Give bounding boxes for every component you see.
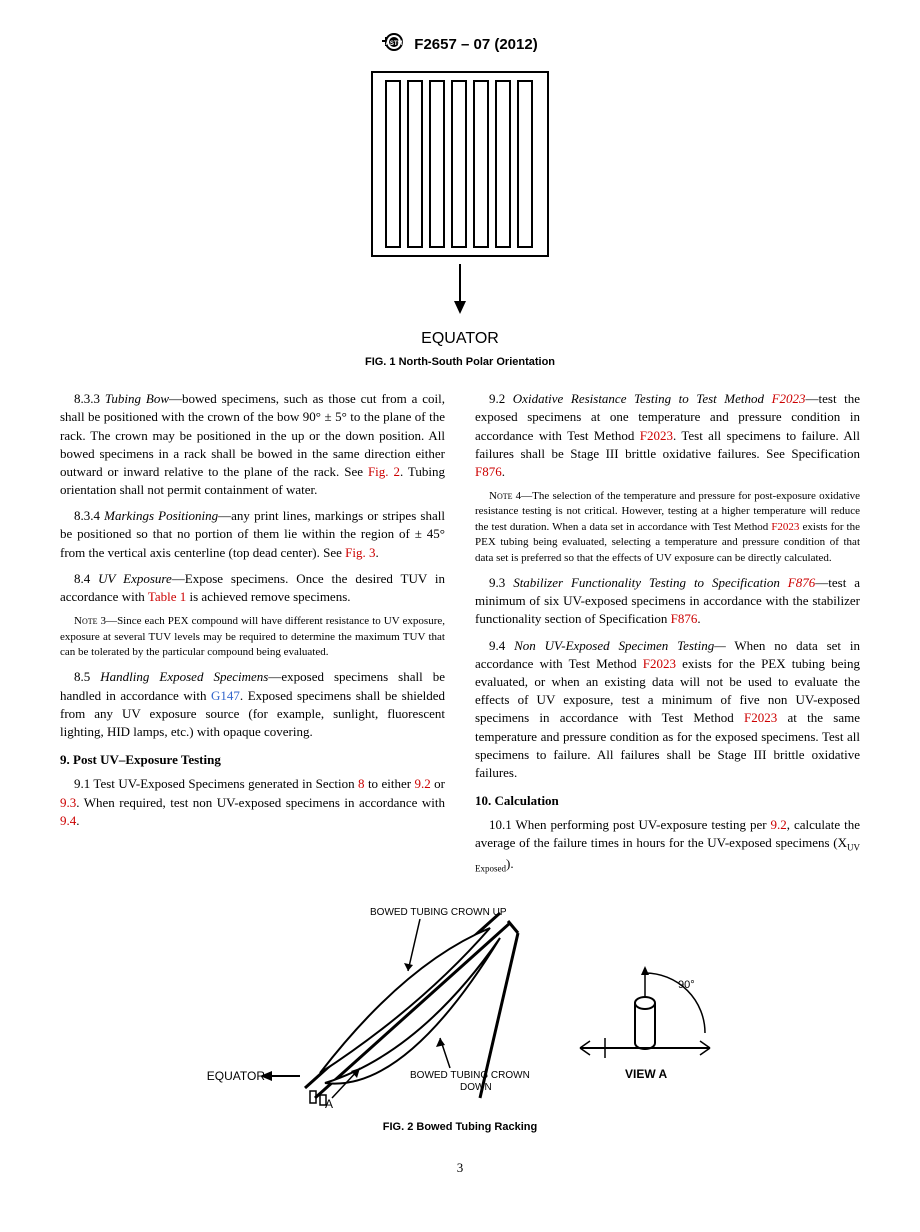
link-f876[interactable]: F876 [671,611,698,626]
link-9-3[interactable]: 9.3 [60,795,76,810]
page-header: ASTM F2657 – 07 (2012) [60,30,860,59]
section-9-heading: 9. Post UV–Exposure Testing [60,751,445,769]
link-f876[interactable]: F876 [788,575,815,590]
text: . [697,611,700,626]
section-title: Oxidative Resistance Testing to Test Met… [513,391,772,406]
figure-2-diagram: BOWED TUBING CROWN UP BOWED TUBING CROWN… [160,903,760,1113]
text: is achieved remove specimens. [186,589,350,604]
section-10-heading: 10. Calculation [475,792,860,810]
link-9-2[interactable]: 9.2 [414,776,430,791]
link-f2023[interactable]: F2023 [772,391,806,406]
section-title: Markings Positioning [104,508,218,523]
crown-down-label: BOWED TUBING CROWN DOWN [410,1070,533,1093]
note-4: Note 4—The selection of the temperature … [475,489,860,566]
section-title: Tubing Bow [105,391,169,406]
para-8-5: 8.5 Handling Exposed Specimens—exposed s… [60,668,445,741]
section-num: 8.4 [74,571,90,586]
para-9-1: 9.1 Test UV-Exposed Specimens generated … [60,775,445,830]
section-num: 9.2 [489,391,505,406]
left-column: 8.3.3 Tubing Bow—bowed specimens, such a… [60,390,445,883]
link-9-4[interactable]: 9.4 [60,813,76,828]
document-number: F2657 – 07 (2012) [414,34,537,55]
link-f2023[interactable]: F2023 [643,656,676,671]
note-num: 3— [98,615,118,627]
equator-label: EQUATOR [207,1069,266,1083]
section-num: 9.3 [489,575,505,590]
text: to either [365,776,415,791]
figure-1-equator-label: EQUATOR [60,328,860,350]
right-column: 9.2 Oxidative Resistance Testing to Test… [475,390,860,883]
text: . [502,464,505,479]
link-f876[interactable]: F876 [475,464,502,479]
note-text: Since each PEX compound will have differ… [60,615,445,658]
link-g147[interactable]: G147 [211,688,240,703]
section-title: Non UV-Exposed Specimen Testing— [514,638,726,653]
section-num: 8.5 [74,669,90,684]
para-9-2: 9.2 Oxidative Resistance Testing to Test… [475,390,860,481]
text: . [76,813,79,828]
section-num: 9.4 [489,638,505,653]
section-num: 8.3.4 [74,508,100,523]
angle-label: 90° [678,979,695,991]
para-10-1: 10.1 When performing post UV-exposure te… [475,816,860,875]
figure-2-caption: FIG. 2 Bowed Tubing Racking [60,1120,860,1135]
text: or [431,776,445,791]
note-label: Note [489,490,513,502]
section-num: 9.1 [74,776,90,791]
figure-1-diagram [369,69,551,324]
view-a-label: VIEW A [625,1067,668,1081]
note-num: 4— [513,490,533,502]
section-title: Stabilizer Functionality Testing to Spec… [513,575,788,590]
svg-text:ASTM: ASTM [386,41,403,47]
text: . When required, test non UV-exposed spe… [76,795,445,810]
link-9-2[interactable]: 9.2 [771,817,787,832]
para-8-3-3: 8.3.3 Tubing Bow—bowed specimens, such a… [60,390,445,499]
link-fig3[interactable]: Fig. 3 [345,545,375,560]
para-8-4: 8.4 UV Exposure—Expose specimens. Once t… [60,570,445,606]
link-f2023[interactable]: F2023 [744,710,777,725]
astm-logo-icon: ASTM [382,30,406,59]
section-num: 10.1 [489,817,512,832]
text: When performing post UV-exposure testing… [512,817,771,832]
link-f2023[interactable]: F2023 [640,428,673,443]
text: ). [506,856,514,871]
para-8-3-4: 8.3.4 Markings Positioning—any print lin… [60,507,445,562]
text: Test UV-Exposed Specimens generated in S… [90,776,358,791]
link-table1[interactable]: Table 1 [148,589,186,604]
section-title: UV Exposure [98,571,172,586]
content-columns: 8.3.3 Tubing Bow—bowed specimens, such a… [60,390,860,883]
note-3: Note 3—Since each PEX compound will have… [60,614,445,660]
para-9-3: 9.3 Stabilizer Functionality Testing to … [475,574,860,629]
page-number: 3 [60,1159,860,1177]
figure-1: EQUATOR FIG. 1 North-South Polar Orienta… [60,69,860,370]
para-9-4: 9.4 Non UV-Exposed Specimen Testing— Whe… [475,637,860,783]
figure-1-caption: FIG. 1 North-South Polar Orientation [60,355,860,370]
crown-up-label: BOWED TUBING CROWN UP [370,907,507,918]
text: . [376,545,379,560]
section-num: 8.3.3 [74,391,100,406]
note-label: Note [74,615,98,627]
link-fig2[interactable]: Fig. 2 [368,464,400,479]
figure-2: BOWED TUBING CROWN UP BOWED TUBING CROWN… [60,903,860,1136]
section-title: Handling Exposed Specimens [100,669,268,684]
link-f2023[interactable]: F2023 [771,521,799,533]
